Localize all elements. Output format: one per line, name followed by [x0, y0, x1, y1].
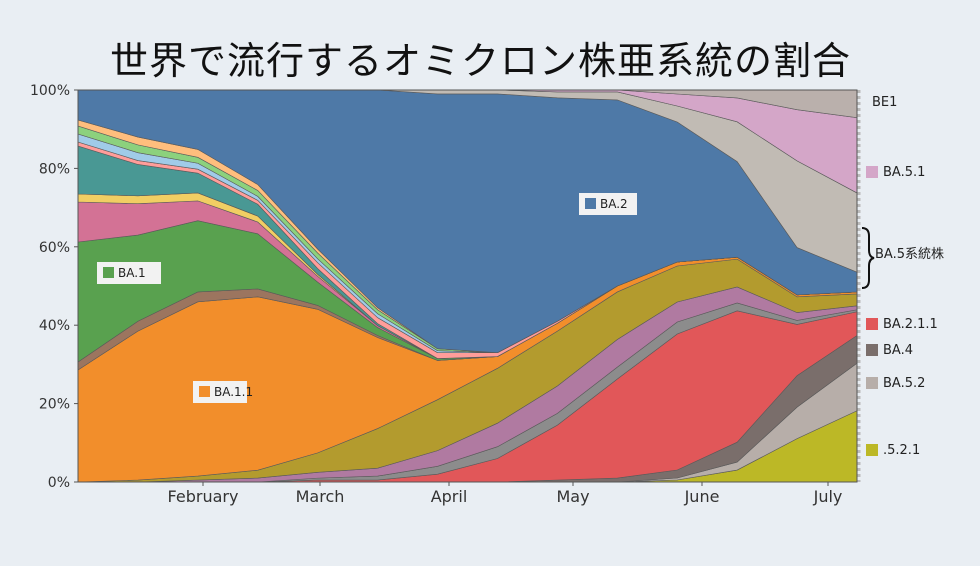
- legend-swatch: [866, 344, 878, 356]
- legend-item: .5.2.1: [883, 443, 920, 458]
- legend-swatch: [866, 166, 878, 178]
- x-tick-label: May: [556, 487, 589, 506]
- legend: BE1 BA.5.1 BA.5系統株 BA.2.1.1 BA.4 BA.5.2 .5.2.1: [861, 95, 944, 458]
- chart-title: 世界で流行するオミクロン株亜系統の割合: [110, 39, 852, 83]
- y-tick-label: 20%: [39, 397, 70, 413]
- inline-label-swatch: [585, 198, 596, 209]
- legend-item: BA.4: [883, 343, 913, 358]
- legend-item: BA.5.2: [883, 376, 925, 391]
- inline-label-text: BA.1: [118, 266, 146, 280]
- legend-swatch: [866, 318, 878, 330]
- x-tick-label: July: [813, 487, 843, 506]
- y-tick-label: 60%: [39, 240, 70, 256]
- inline-label-swatch: [103, 267, 114, 278]
- area-layers: [77, 89, 861, 483]
- inline-label-text: BA.2: [600, 197, 628, 211]
- x-tick-label: February: [168, 487, 239, 506]
- x-axis-ticks: February March April May June July: [168, 482, 843, 506]
- inline-label-swatch: [199, 386, 210, 397]
- legend-item: BA.2.1.1: [883, 317, 938, 332]
- plot-frame: [77, 89, 858, 483]
- x-tick-label: March: [296, 487, 345, 506]
- legend-item: BE1: [872, 95, 897, 110]
- x-tick-label: April: [431, 487, 468, 506]
- legend-item: BA.5.1: [883, 165, 925, 180]
- inline-label-text: BA.1.1: [214, 385, 253, 399]
- legend-swatch: [866, 444, 878, 456]
- x-tick-label: June: [684, 487, 720, 506]
- y-axis-ticks: 0% 20% 40% 60% 80% 100%: [30, 83, 78, 491]
- y-tick-label: 100%: [30, 83, 70, 99]
- inline-labels: BA.2 BA.1 BA.1.1: [97, 193, 637, 403]
- legend-brace: [861, 227, 875, 289]
- y-tick-label: 40%: [39, 318, 70, 334]
- y-tick-label: 0%: [48, 475, 70, 491]
- y-tick-label: 80%: [39, 161, 70, 177]
- legend-item: BA.5系統株: [875, 247, 944, 262]
- legend-swatch: [866, 377, 878, 389]
